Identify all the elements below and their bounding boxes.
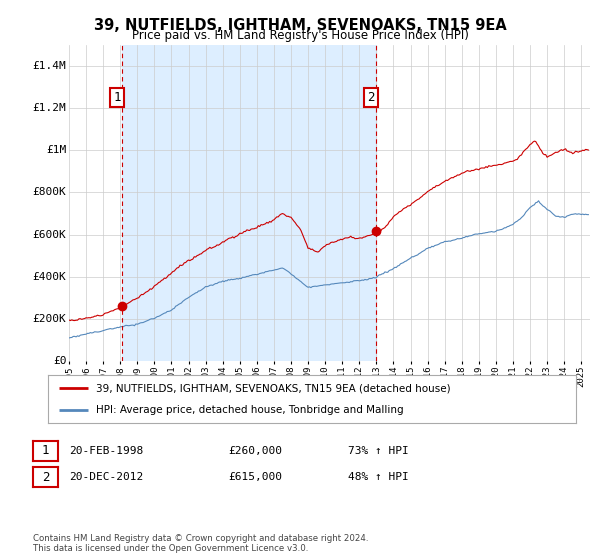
Text: 1: 1 bbox=[113, 91, 121, 104]
Text: £1M: £1M bbox=[46, 145, 67, 155]
Text: 1: 1 bbox=[42, 444, 49, 458]
Text: 39, NUTFIELDS, IGHTHAM, SEVENOAKS, TN15 9EA (detached house): 39, NUTFIELDS, IGHTHAM, SEVENOAKS, TN15 … bbox=[95, 383, 450, 393]
Text: £615,000: £615,000 bbox=[228, 472, 282, 482]
Text: £400K: £400K bbox=[32, 272, 67, 282]
Text: 20-DEC-2012: 20-DEC-2012 bbox=[69, 472, 143, 482]
Text: £600K: £600K bbox=[32, 230, 67, 240]
Text: £260,000: £260,000 bbox=[228, 446, 282, 456]
Text: £200K: £200K bbox=[32, 314, 67, 324]
Text: 20-FEB-1998: 20-FEB-1998 bbox=[69, 446, 143, 456]
Bar bbox=[122, 45, 376, 361]
Text: £800K: £800K bbox=[32, 188, 67, 198]
Text: £1.4M: £1.4M bbox=[32, 61, 67, 71]
Text: 39, NUTFIELDS, IGHTHAM, SEVENOAKS, TN15 9EA: 39, NUTFIELDS, IGHTHAM, SEVENOAKS, TN15 … bbox=[94, 18, 506, 33]
Text: £0: £0 bbox=[53, 356, 67, 366]
Text: HPI: Average price, detached house, Tonbridge and Malling: HPI: Average price, detached house, Tonb… bbox=[95, 405, 403, 415]
Text: Contains HM Land Registry data © Crown copyright and database right 2024.
This d: Contains HM Land Registry data © Crown c… bbox=[33, 534, 368, 553]
Text: 2: 2 bbox=[367, 91, 374, 104]
Text: 48% ↑ HPI: 48% ↑ HPI bbox=[348, 472, 409, 482]
Text: 2: 2 bbox=[42, 470, 49, 484]
Text: Price paid vs. HM Land Registry's House Price Index (HPI): Price paid vs. HM Land Registry's House … bbox=[131, 29, 469, 42]
Text: £1.2M: £1.2M bbox=[32, 103, 67, 113]
Text: 73% ↑ HPI: 73% ↑ HPI bbox=[348, 446, 409, 456]
